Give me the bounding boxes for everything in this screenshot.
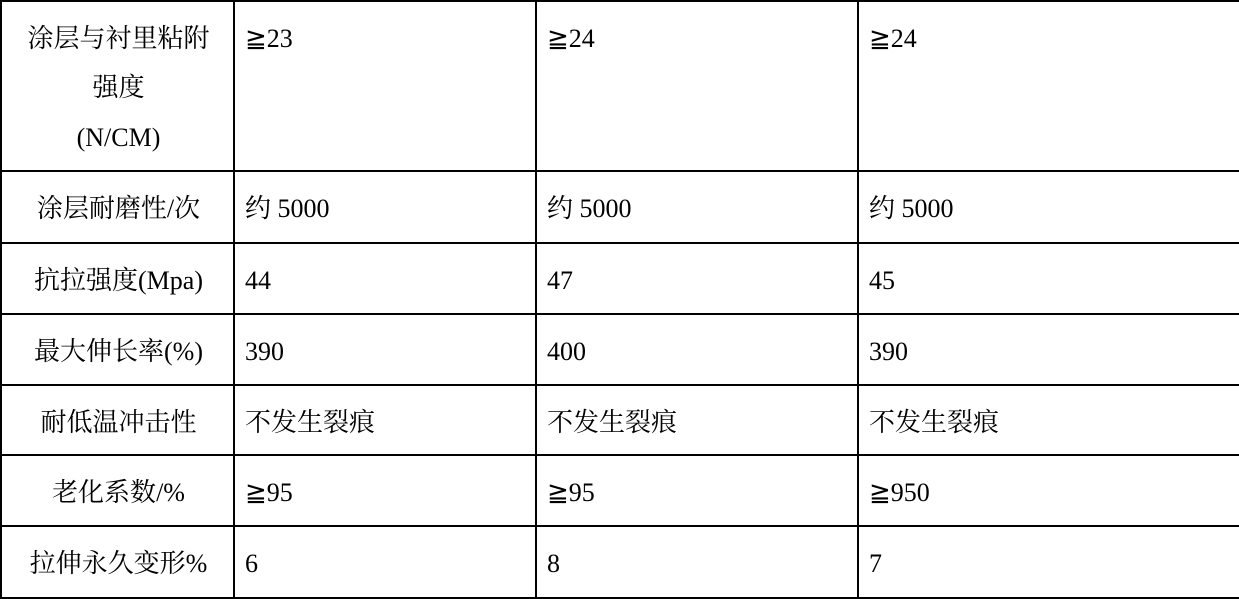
cell: 不发生裂痕 (234, 385, 536, 454)
cell: ≧95 (536, 455, 858, 526)
row-label: 涂层耐磨性/次 (1, 171, 234, 242)
table-row: 拉伸永久变形%687 (1, 526, 1239, 597)
cell: ≧24 (536, 1, 858, 171)
cell: 390 (234, 314, 536, 385)
table-body: 涂层与衬里粘附强度(N/CM)≧23≧24≧24涂层耐磨性/次约 5000约 5… (1, 1, 1239, 598)
cell: 8 (536, 526, 858, 597)
cell: ≧950 (858, 455, 1239, 526)
cell: ≧23 (234, 1, 536, 171)
row-label: 抗拉强度(Mpa) (1, 243, 234, 314)
row-label: 耐低温冲击性 (1, 385, 234, 454)
cell: 约 5000 (234, 171, 536, 242)
cell: 不发生裂痕 (858, 385, 1239, 454)
table-row: 涂层耐磨性/次约 5000约 5000约 5000 (1, 171, 1239, 242)
cell: 44 (234, 243, 536, 314)
cell: 约 5000 (536, 171, 858, 242)
row-label: 最大伸长率(%) (1, 314, 234, 385)
table-row: 老化系数/%≧95≧95≧950 (1, 455, 1239, 526)
row-label: 拉伸永久变形% (1, 526, 234, 597)
cell: ≧24 (858, 1, 1239, 171)
data-table: 涂层与衬里粘附强度(N/CM)≧23≧24≧24涂层耐磨性/次约 5000约 5… (0, 0, 1239, 599)
cell: 6 (234, 526, 536, 597)
cell: 400 (536, 314, 858, 385)
table-row: 耐低温冲击性不发生裂痕不发生裂痕不发生裂痕 (1, 385, 1239, 454)
cell: 不发生裂痕 (536, 385, 858, 454)
cell: ≧95 (234, 455, 536, 526)
row-label: 老化系数/% (1, 455, 234, 526)
cell: 45 (858, 243, 1239, 314)
cell: 47 (536, 243, 858, 314)
row-label: 涂层与衬里粘附强度(N/CM) (1, 1, 234, 171)
cell: 7 (858, 526, 1239, 597)
cell: 约 5000 (858, 171, 1239, 242)
table-row: 最大伸长率(%)390400390 (1, 314, 1239, 385)
cell: 390 (858, 314, 1239, 385)
table-row: 涂层与衬里粘附强度(N/CM)≧23≧24≧24 (1, 1, 1239, 171)
table-row: 抗拉强度(Mpa)444745 (1, 243, 1239, 314)
